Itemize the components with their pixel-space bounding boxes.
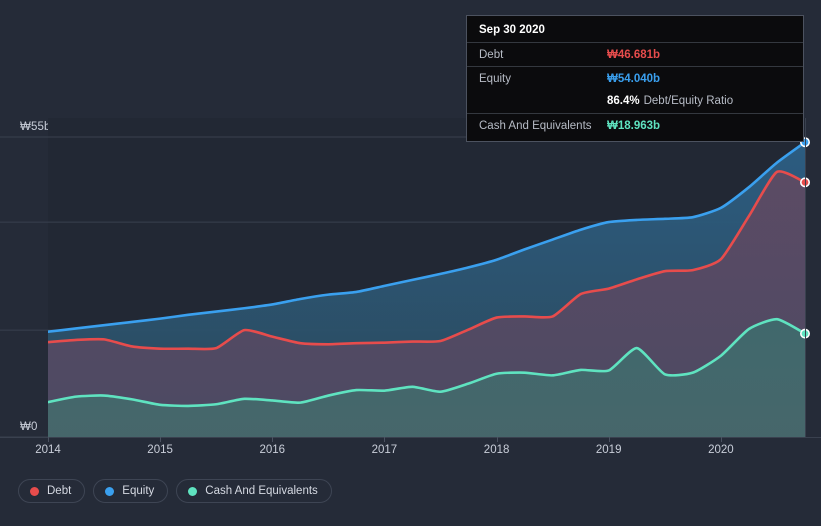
cash-line[interactable] xyxy=(48,317,805,408)
tooltip-row-cash: Cash And Equivalents ₩18.963b xyxy=(467,113,803,137)
x-axis-tick-label-2019: 2019 xyxy=(595,444,622,456)
tooltip-date: Sep 30 2020 xyxy=(479,24,545,36)
circle-dot-icon xyxy=(30,486,39,496)
tooltip-equity-value: ₩54.040b xyxy=(607,72,661,85)
x-axis-tick xyxy=(48,437,49,442)
x-axis-tick-label-2020: 2020 xyxy=(708,444,734,456)
debt-line[interactable] xyxy=(48,170,805,351)
cash-area xyxy=(48,319,805,437)
x-axis-tick-label-2016: 2016 xyxy=(259,444,286,456)
tooltip-equity-label: Equity xyxy=(479,72,511,85)
x-axis-tick xyxy=(496,437,498,442)
legend-item-cash-and-equivalents[interactable]: Cash And Equivalents xyxy=(176,479,332,503)
series-lines xyxy=(48,140,805,408)
x-axis: 2014 2015 2016 2017 2018 2019 2020 xyxy=(0,437,821,467)
x-axis-tick-label-2014: 2014 xyxy=(35,444,61,456)
circle-dot-icon xyxy=(105,486,115,496)
tooltip-ratio-label: Debt/Equity Ratio xyxy=(643,95,734,107)
chart-svg xyxy=(0,118,810,438)
x-axis-tick xyxy=(384,437,386,442)
chart-tooltip: Sep 30 2020 Debt ₩46.681b Equity ₩54.040… xyxy=(466,15,804,142)
x-axis-tick-label-2018: 2018 xyxy=(483,444,510,456)
plot-area[interactable] xyxy=(0,118,821,443)
x-axis-line xyxy=(0,437,821,438)
y-axis-label-max: ₩55b xyxy=(20,121,51,133)
tooltip-row-equity: Equity ₩54.040b xyxy=(467,66,803,90)
x-axis-tick-label-2015: 2015 xyxy=(147,444,173,456)
x-axis-tick xyxy=(272,437,274,442)
legend-label: Debt xyxy=(47,485,72,497)
legend-item-equity[interactable]: Equity xyxy=(93,479,169,503)
chart-legend[interactable]: Debt Equity Cash And Equivalents xyxy=(18,479,332,503)
legend-label: Equity xyxy=(122,485,155,497)
circle-dot-icon xyxy=(188,486,198,496)
y-axis-label-min: ₩0 xyxy=(20,421,38,433)
tooltip-cash-label: Cash And Equivalents xyxy=(479,119,592,132)
legend-item-debt[interactable]: Debt xyxy=(18,479,86,503)
tooltip-ratio-value: 86.4% xyxy=(607,95,640,107)
x-axis-tick xyxy=(720,437,722,442)
x-axis-tick xyxy=(608,437,610,442)
equity-line[interactable] xyxy=(48,140,805,334)
tooltip-row-ratio: 86.4% Debt/Equity Ratio xyxy=(467,90,803,113)
x-axis-tick xyxy=(160,437,162,442)
tooltip-debt-value: ₩46.681b xyxy=(607,48,661,61)
tooltip-debt-label: Debt xyxy=(479,48,504,61)
legend-label: Cash And Equivalents xyxy=(205,485,318,497)
tooltip-ratio: 86.4% Debt/Equity Ratio xyxy=(607,91,733,109)
x-axis-tick-label-2017: 2017 xyxy=(371,444,398,456)
tooltip-cash-value: ₩18.963b xyxy=(607,119,661,132)
tooltip-row-debt: Debt ₩46.681b xyxy=(467,42,803,66)
